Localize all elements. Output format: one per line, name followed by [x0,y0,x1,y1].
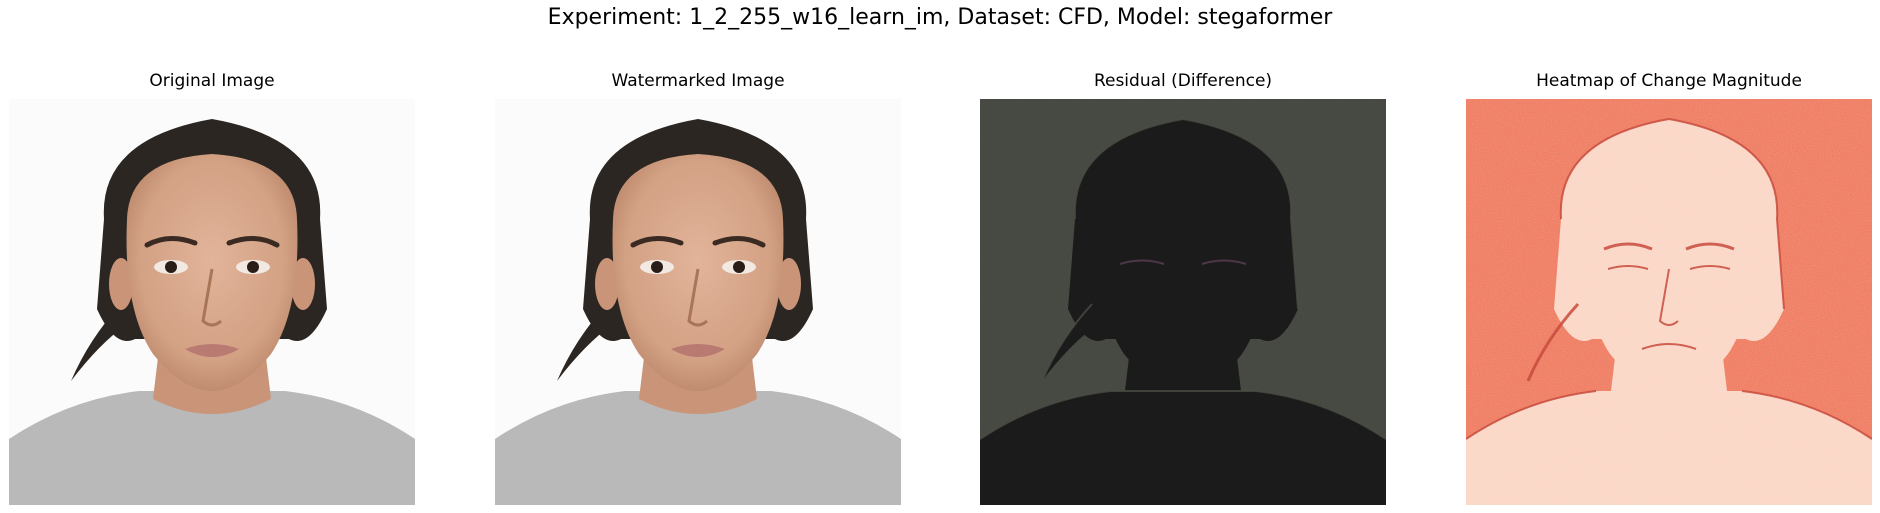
panel-watermarked: Watermarked Image [495,70,901,505]
panel-heatmap: Heatmap of Change Magnitude [1466,70,1872,505]
panel-title-residual: Residual (Difference) [1093,71,1273,91]
heatmap-illustration [1466,99,1872,505]
residual-illustration [980,99,1386,505]
original-image [9,99,415,505]
panel-title-watermarked: Watermarked Image [611,71,785,91]
panel-residual: Residual (Difference) [980,70,1386,505]
residual-image [980,99,1386,505]
watermarked-portrait-illustration [495,99,901,505]
original-portrait-illustration [9,99,415,505]
panel-title-original: Original Image [149,71,275,91]
heatmap-image [1466,99,1872,505]
figure-title: Experiment: 1_2_255_w16_learn_im, Datase… [547,5,1333,30]
panel-original: Original Image [9,70,415,505]
watermarked-image [495,99,901,505]
panel-title-heatmap: Heatmap of Change Magnitude [1536,71,1802,91]
